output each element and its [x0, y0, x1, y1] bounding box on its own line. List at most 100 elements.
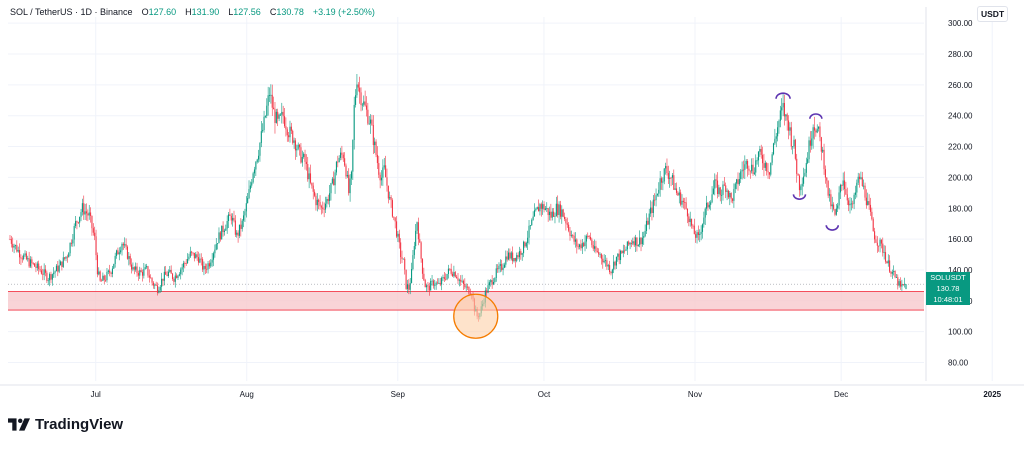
candle-body: [431, 280, 433, 282]
candle-body: [833, 204, 835, 210]
candle-body: [404, 258, 406, 270]
candle-body: [456, 276, 458, 279]
y-tick-label: 160.00: [948, 235, 973, 244]
price-axis[interactable]: 80.00100.00120.00140.00160.00180.00200.0…: [925, 7, 973, 381]
candle-body: [408, 284, 410, 290]
candle-body: [111, 268, 113, 274]
candle-body: [454, 272, 456, 277]
candle-body: [652, 199, 654, 213]
candle-body: [166, 274, 168, 277]
candle-body: [207, 263, 209, 270]
candle-body: [158, 290, 160, 293]
candle-body: [579, 244, 581, 247]
candle-body: [555, 203, 557, 217]
last-price: 130.78: [936, 284, 960, 294]
candle-body: [457, 278, 459, 281]
candle-body: [768, 172, 770, 175]
candle-body: [591, 239, 593, 246]
candle-body: [572, 235, 574, 237]
candle-body: [274, 109, 276, 123]
candle-body: [845, 189, 847, 195]
candle-body: [233, 217, 235, 221]
candle-body: [320, 206, 322, 208]
candle-body: [57, 265, 59, 272]
candle-body: [748, 168, 750, 171]
candle-body: [271, 94, 273, 108]
candle-body: [767, 171, 769, 173]
candle-body: [521, 253, 523, 255]
candle-body: [637, 244, 639, 247]
candle-body: [890, 271, 892, 274]
high-label: H: [185, 7, 192, 17]
candle-body: [458, 279, 460, 281]
currency-button[interactable]: USDT: [977, 6, 1009, 22]
candle-body: [904, 283, 906, 285]
candle-body: [581, 243, 583, 249]
candle-body: [729, 193, 731, 198]
candle-body: [706, 202, 708, 209]
candle-body: [573, 235, 575, 242]
candle-body: [691, 218, 693, 226]
candle-body: [899, 281, 902, 287]
candle-body: [460, 279, 462, 282]
candle-body: [307, 163, 309, 180]
candle-body: [509, 252, 511, 259]
candle-body: [27, 258, 29, 260]
candle-body: [405, 269, 407, 289]
candle-body: [324, 203, 327, 210]
candle-body: [860, 177, 862, 179]
candle-body: [188, 256, 190, 260]
tradingview-logo-icon: [8, 418, 30, 431]
candle-body: [901, 284, 903, 287]
logo-text: TradingView: [35, 416, 124, 433]
candle-body: [654, 199, 656, 201]
candle-body: [214, 249, 216, 254]
candle-body: [161, 278, 163, 287]
candle-body: [792, 146, 794, 148]
candle-body: [143, 269, 145, 276]
candle-body: [723, 184, 725, 186]
candle-body: [669, 177, 671, 179]
candle-body: [236, 232, 238, 235]
candle-body: [543, 204, 545, 210]
candle-body: [156, 285, 159, 293]
candle-body: [707, 202, 709, 208]
candle-body: [395, 221, 398, 237]
candle-body: [174, 275, 176, 282]
candle-body: [812, 127, 814, 139]
candle-body: [436, 282, 439, 284]
x-tick-label: Sep: [391, 390, 406, 399]
candle-body: [872, 219, 874, 232]
candle-body: [875, 239, 877, 243]
candle-body: [283, 116, 286, 127]
candle-body: [602, 258, 604, 263]
candle-body: [189, 251, 191, 257]
candle-body: [126, 246, 129, 259]
candle-body: [258, 155, 260, 160]
candle-body: [109, 270, 111, 273]
candle-body: [686, 208, 689, 217]
time-axis[interactable]: JulAugSepOctNovDec2025FebMarAprMayJunJul…: [0, 384, 1024, 399]
candle-body: [730, 193, 732, 199]
candle-body: [64, 257, 66, 259]
candle-body: [738, 178, 740, 185]
candle-body: [20, 257, 22, 259]
candle-body: [374, 141, 376, 146]
candle-body: [28, 258, 30, 267]
candle-body: [402, 258, 404, 260]
candle-body: [551, 211, 553, 218]
candle-body: [435, 282, 437, 286]
candle-body: [415, 230, 417, 247]
candle-body: [770, 162, 772, 175]
tradingview-logo[interactable]: TradingView: [8, 416, 123, 433]
candle-body: [77, 222, 79, 224]
candle-body: [505, 256, 507, 265]
candle-body: [852, 203, 854, 205]
candle-body: [667, 173, 669, 179]
symbol-title[interactable]: SOL / TetherUS · 1D · Binance: [10, 7, 133, 17]
candle-body: [584, 241, 586, 247]
candle-body: [81, 203, 83, 213]
candle-body: [84, 211, 86, 215]
candle-body: [525, 242, 527, 247]
